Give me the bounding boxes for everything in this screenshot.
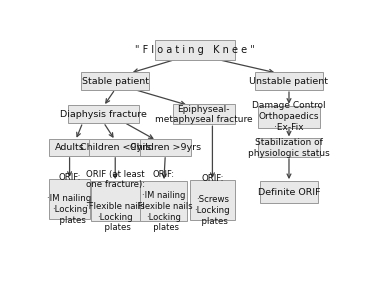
- Text: Adults: Adults: [55, 143, 84, 152]
- Text: " F l o a t i n g   K n e e ": " F l o a t i n g K n e e ": [135, 45, 255, 55]
- FancyBboxPatch shape: [258, 138, 320, 157]
- FancyBboxPatch shape: [81, 72, 149, 90]
- Text: Damage Control
Orthopaedics
·Ex-Fix: Damage Control Orthopaedics ·Ex-Fix: [252, 101, 326, 132]
- FancyBboxPatch shape: [255, 72, 323, 90]
- Text: ORIF:

·IM nailing
·Flexible nails
·Locking
  plates: ORIF: ·IM nailing ·Flexible nails ·Locki…: [135, 170, 193, 232]
- Text: ORIF (at least
one fracture):

·Flexible nails
·Locking
  plates: ORIF (at least one fracture): ·Flexible …: [86, 170, 145, 232]
- FancyBboxPatch shape: [89, 139, 141, 156]
- FancyBboxPatch shape: [258, 105, 320, 128]
- Text: ORIF:

·Screws
·Locking
  plates: ORIF: ·Screws ·Locking plates: [195, 174, 230, 226]
- FancyBboxPatch shape: [91, 181, 139, 221]
- FancyBboxPatch shape: [190, 180, 234, 220]
- FancyBboxPatch shape: [68, 105, 139, 124]
- FancyBboxPatch shape: [260, 181, 318, 203]
- FancyBboxPatch shape: [155, 40, 234, 60]
- FancyBboxPatch shape: [49, 179, 90, 219]
- Text: Stabilization of
physiologic status: Stabilization of physiologic status: [248, 138, 330, 158]
- Text: Epiphyseal-
metaphyseal fracture: Epiphyseal- metaphyseal fracture: [155, 105, 252, 124]
- Text: Children >9yrs: Children >9yrs: [130, 143, 201, 152]
- Text: Diaphysis fracture: Diaphysis fracture: [60, 110, 147, 119]
- FancyBboxPatch shape: [139, 139, 191, 156]
- Text: Children <9yrs: Children <9yrs: [80, 143, 151, 152]
- Text: ORIF:

·IM nailing
·Locking
  plates: ORIF: ·IM nailing ·Locking plates: [48, 173, 92, 225]
- FancyBboxPatch shape: [49, 139, 90, 156]
- Text: Stable patient: Stable patient: [82, 77, 149, 86]
- FancyBboxPatch shape: [140, 181, 187, 221]
- Text: Definite ORIF: Definite ORIF: [258, 187, 320, 196]
- FancyBboxPatch shape: [173, 105, 234, 124]
- Text: Unstable patient: Unstable patient: [250, 77, 328, 86]
